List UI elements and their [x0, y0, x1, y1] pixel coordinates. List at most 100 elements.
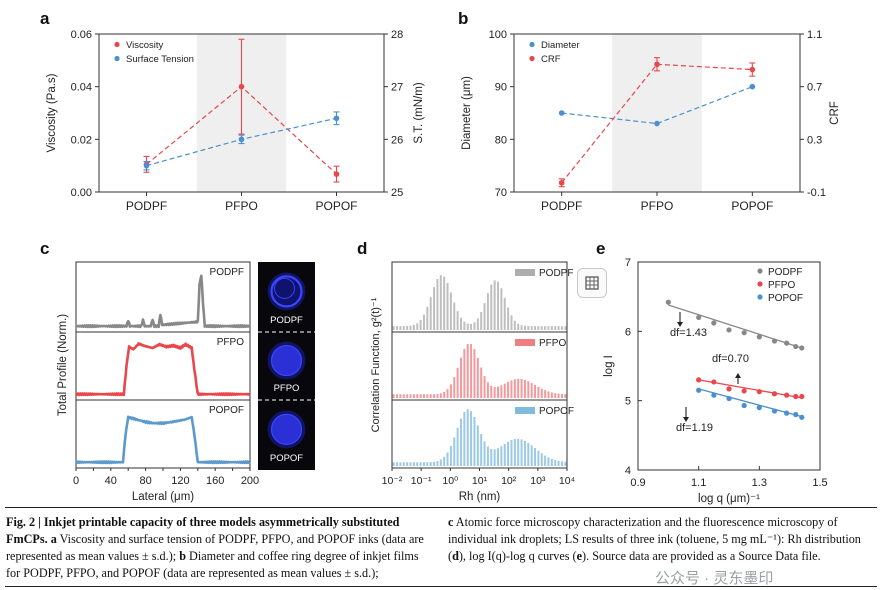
panel-b-data-point [749, 83, 756, 90]
panel-d-legend-entry: POPOF [539, 406, 574, 417]
panel-e-data-point [696, 314, 702, 321]
panel-c-xtick-label: 160 [206, 475, 224, 487]
caption-b-label: b [179, 549, 186, 563]
panel-d-bar [537, 450, 540, 466]
panel-d-bar [436, 461, 439, 466]
panel-e-data-point [784, 340, 790, 346]
panel-c-image-label: POPOF [270, 453, 303, 464]
panel-a-category-label: PODPF [126, 199, 167, 213]
panel-d-bar [497, 448, 500, 466]
panel-d-bar [520, 325, 523, 330]
panel-d-bar [564, 394, 567, 398]
panel-c-profile-line [74, 415, 251, 465]
panel-e-data-point [793, 393, 799, 400]
panel-d-bar [433, 394, 436, 398]
panel-d-bar [416, 462, 419, 466]
panel-d-bar [540, 388, 543, 398]
panel-d-bar [554, 393, 557, 398]
panel-d-bar [544, 390, 547, 398]
panel-d-bar [493, 280, 496, 330]
panel-d-bar [402, 462, 405, 466]
panel-e-ytick-label: 4 [625, 465, 631, 477]
panel-e-data-point [756, 334, 762, 340]
panel-c-image-label: PFPO [274, 383, 300, 394]
panel-e-data-point [799, 414, 805, 420]
panel-d-bar [530, 326, 533, 330]
panel-c-series-label: PFPO [217, 337, 244, 348]
panel-b-ytick-label: 90 [495, 82, 507, 94]
panel-d-bar [466, 323, 469, 330]
panel-d-bar [463, 411, 466, 466]
panel-b-y2tick-label: 1.1 [807, 29, 822, 41]
panel-e-xtick-label: 1.3 [752, 477, 767, 489]
panel-d-bar [480, 312, 483, 330]
panel-d-bar [486, 446, 489, 466]
panel-d-bar [527, 381, 530, 398]
panel-d-legend-swatch [515, 269, 535, 276]
panel-d-bar [429, 462, 432, 466]
panel-d-bar [550, 326, 553, 330]
panel-d-bar [547, 326, 550, 330]
panel-c-xtick-label: 80 [139, 475, 151, 487]
caption-c-label: c [448, 515, 454, 529]
panel-b-ytick-label: 70 [495, 187, 507, 199]
panel-d-bar [490, 448, 493, 466]
panel-d-xtick-label: 10⁻¹ [411, 475, 432, 487]
panel-d-bar [476, 425, 479, 466]
panel-d-bar [473, 417, 476, 466]
scan-icon[interactable] [577, 268, 607, 298]
panel-c-xlabel: Lateral (μm) [132, 491, 194, 503]
panel-c-image-label: PODPF [270, 315, 303, 326]
panel-e-data-point [799, 345, 805, 351]
panel-e-xtick-label: 1.1 [691, 477, 706, 489]
panel-c-xtick-label: 40 [105, 475, 117, 487]
panel-d-bar [449, 292, 452, 330]
panel-b-label: b [458, 9, 468, 28]
panel-d-bar [453, 377, 456, 398]
panel-d-bar [436, 279, 439, 330]
panel-a-data-point [238, 136, 245, 143]
panel-d-bar [476, 357, 479, 398]
panel-d-bar [466, 343, 469, 398]
panel-d-bar [530, 445, 533, 466]
panel-b-data-point [558, 110, 565, 116]
panel-d-bar [392, 326, 395, 330]
caption-bottom-rule [5, 586, 877, 587]
panel-e-annotation: df=0.70 [712, 353, 749, 365]
panel-e-data-point [726, 386, 732, 392]
panel-d-bar [554, 459, 557, 466]
panel-d-bar [520, 439, 523, 466]
panel-e-data-point [741, 402, 747, 409]
panel-d-bar [459, 357, 462, 398]
panel-d-legend-swatch [515, 339, 535, 346]
panel-a-legend-entry: Viscosity [126, 40, 164, 51]
panel-d-bar [483, 303, 486, 330]
panel-d-bar [507, 441, 510, 466]
panel-e-arrowhead [735, 373, 741, 378]
caption-e-label: e [576, 549, 583, 563]
panel-a-ylabel: Viscosity (Pa.s) [46, 73, 58, 152]
panel-d-bar [422, 462, 425, 466]
panel-e-data-point [793, 411, 799, 418]
panel-d-bar [439, 275, 442, 330]
panel-d-bar [419, 462, 422, 466]
panel-a-data-point [238, 83, 245, 90]
panel-d-bar [426, 306, 429, 330]
panel-e-data-point [726, 395, 732, 402]
panel-d-bar [429, 297, 432, 330]
panel-e-arrowhead [677, 322, 683, 327]
panel-d-bar [493, 386, 496, 398]
panel-d-bar [456, 367, 459, 398]
panel-d-bar [557, 460, 560, 466]
panel-d-bar [480, 434, 483, 466]
panel-d-bar [500, 446, 503, 466]
panel-d-bar [513, 438, 516, 466]
panel-d-bar [412, 324, 415, 330]
panel-d-bar [483, 441, 486, 466]
panel-e-data-point [665, 299, 671, 305]
panel-e-data-point [771, 338, 778, 344]
panel-e-data-point [756, 389, 762, 395]
panel-a-y2label: S.T. (mN/m) [413, 82, 425, 143]
panel-b-y2tick-label: -0.1 [807, 187, 826, 199]
panel-b-legend-marker [529, 55, 535, 62]
